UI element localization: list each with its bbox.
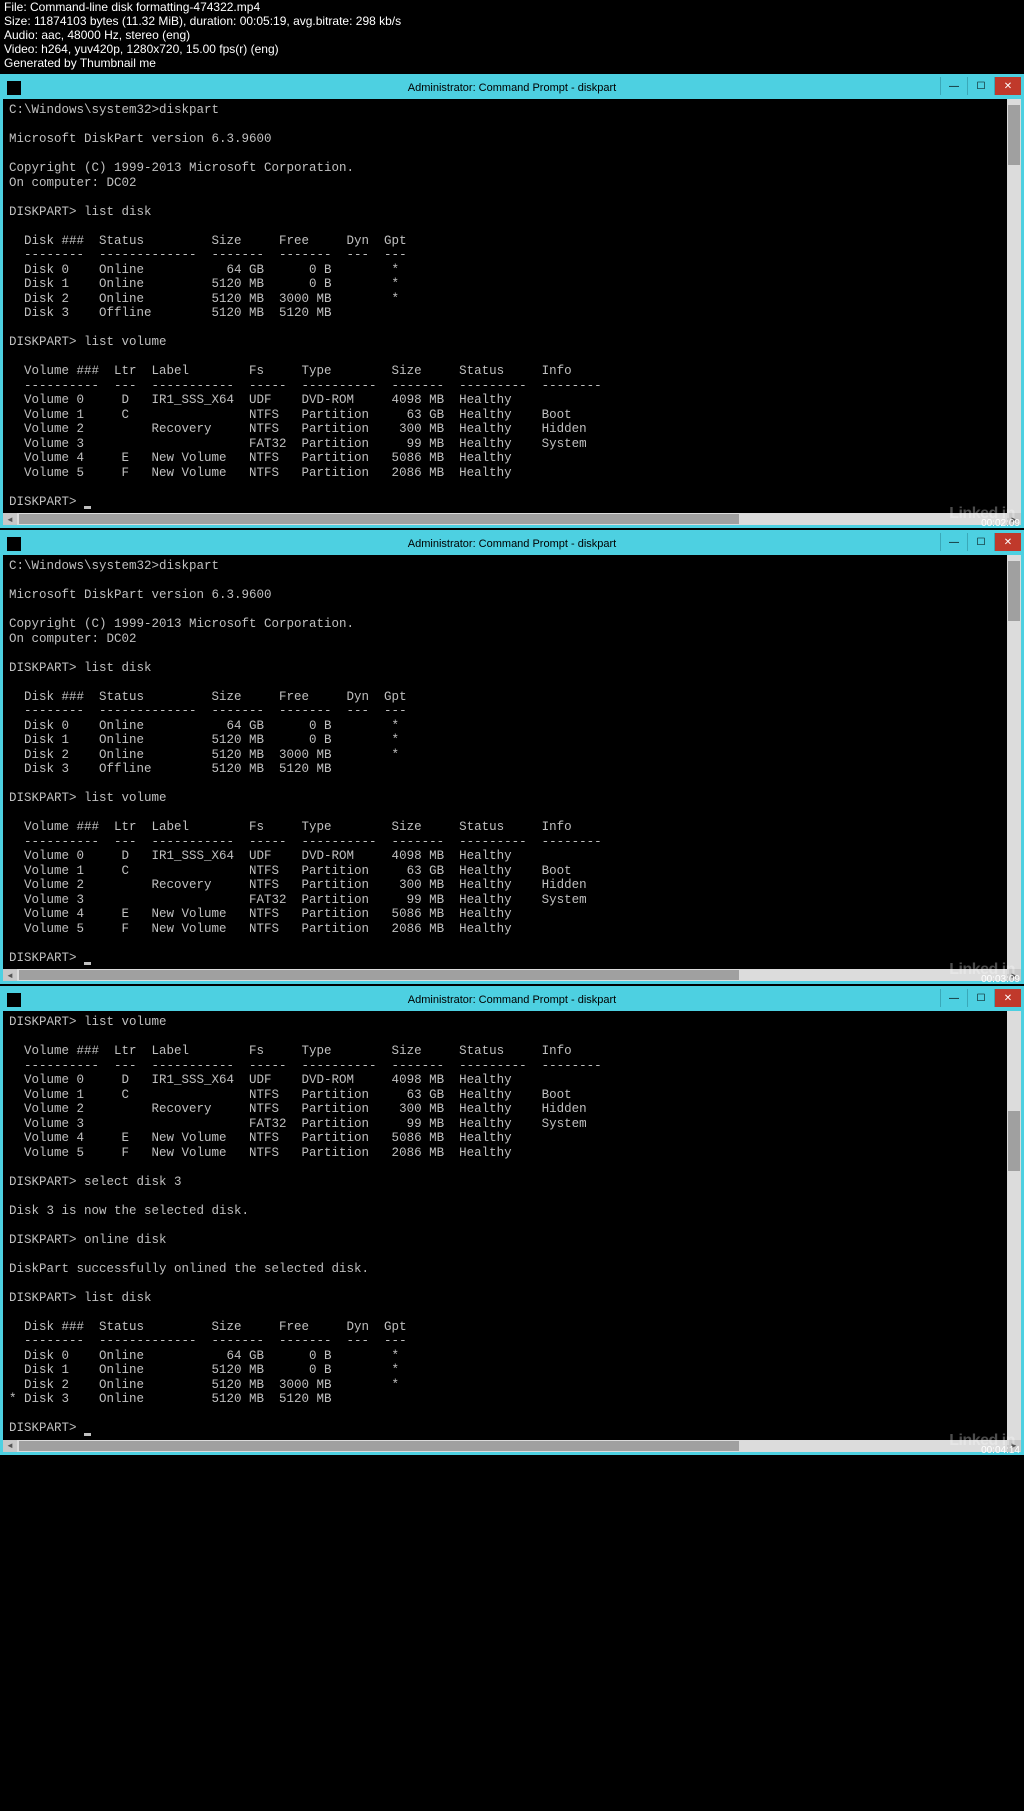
file-generator-line: Generated by Thumbnail me	[4, 56, 1020, 70]
horizontal-scrollbar[interactable]: ◄►	[3, 513, 1021, 525]
close-button[interactable]: ✕	[994, 77, 1021, 95]
scroll-left-icon[interactable]: ◄	[3, 969, 17, 981]
app-icon	[7, 537, 21, 551]
scroll-left-icon[interactable]: ◄	[3, 1440, 17, 1452]
command-prompt-window: Administrator: Command Prompt - diskpart…	[0, 530, 1024, 984]
frame-timestamp: 00:04:14	[981, 1445, 1020, 1456]
close-button[interactable]: ✕	[994, 533, 1021, 551]
terminal-output[interactable]: C:\Windows\system32>diskpart Microsoft D…	[3, 555, 1021, 969]
window-title: Administrator: Command Prompt - diskpart	[408, 82, 616, 94]
window-controls: —☐✕	[940, 77, 1021, 95]
maximize-button[interactable]: ☐	[967, 77, 994, 95]
maximize-button[interactable]: ☐	[967, 989, 994, 1007]
horizontal-scrollbar[interactable]: ◄►	[3, 969, 1021, 981]
scrollbar-thumb[interactable]	[19, 514, 739, 524]
minimize-button[interactable]: —	[940, 533, 967, 551]
cursor	[84, 506, 91, 509]
terminal-output[interactable]: DISKPART> list volume Volume ### Ltr Lab…	[3, 1011, 1021, 1440]
titlebar[interactable]: Administrator: Command Prompt - diskpart…	[3, 533, 1021, 555]
frame-timestamp: 00:02:09	[981, 518, 1020, 529]
minimize-button[interactable]: —	[940, 77, 967, 95]
vertical-scrollbar[interactable]	[1007, 99, 1021, 513]
window-title: Administrator: Command Prompt - diskpart	[408, 994, 616, 1006]
file-audio-line: Audio: aac, 48000 Hz, stereo (eng)	[4, 28, 1020, 42]
scrollbar-thumb[interactable]	[19, 1441, 739, 1451]
file-name-line: File: Command-line disk formatting-47432…	[4, 0, 1020, 14]
command-prompt-window: Administrator: Command Prompt - diskpart…	[0, 986, 1024, 1455]
app-icon	[7, 993, 21, 1007]
cursor	[84, 1433, 91, 1436]
vertical-scrollbar[interactable]	[1007, 555, 1021, 969]
maximize-button[interactable]: ☐	[967, 533, 994, 551]
cursor	[84, 962, 91, 965]
window-controls: —☐✕	[940, 533, 1021, 551]
vertical-scrollbar[interactable]	[1007, 1011, 1021, 1440]
titlebar[interactable]: Administrator: Command Prompt - diskpart…	[3, 989, 1021, 1011]
scrollbar-thumb[interactable]	[1008, 105, 1020, 165]
window-title: Administrator: Command Prompt - diskpart	[408, 538, 616, 550]
file-metadata: File: Command-line disk formatting-47432…	[0, 0, 1024, 74]
close-button[interactable]: ✕	[994, 989, 1021, 1007]
app-icon	[7, 81, 21, 95]
horizontal-scrollbar[interactable]: ◄►	[3, 1440, 1021, 1452]
scroll-left-icon[interactable]: ◄	[3, 513, 17, 525]
terminal-output[interactable]: C:\Windows\system32>diskpart Microsoft D…	[3, 99, 1021, 513]
file-size-line: Size: 11874103 bytes (11.32 MiB), durati…	[4, 14, 1020, 28]
titlebar[interactable]: Administrator: Command Prompt - diskpart…	[3, 77, 1021, 99]
command-prompt-window: Administrator: Command Prompt - diskpart…	[0, 74, 1024, 528]
scrollbar-thumb[interactable]	[1008, 1111, 1020, 1171]
scrollbar-thumb[interactable]	[19, 970, 739, 980]
window-controls: —☐✕	[940, 989, 1021, 1007]
file-video-line: Video: h264, yuv420p, 1280x720, 15.00 fp…	[4, 42, 1020, 56]
frame-timestamp: 00:03:09	[981, 974, 1020, 985]
scrollbar-thumb[interactable]	[1008, 561, 1020, 621]
minimize-button[interactable]: —	[940, 989, 967, 1007]
